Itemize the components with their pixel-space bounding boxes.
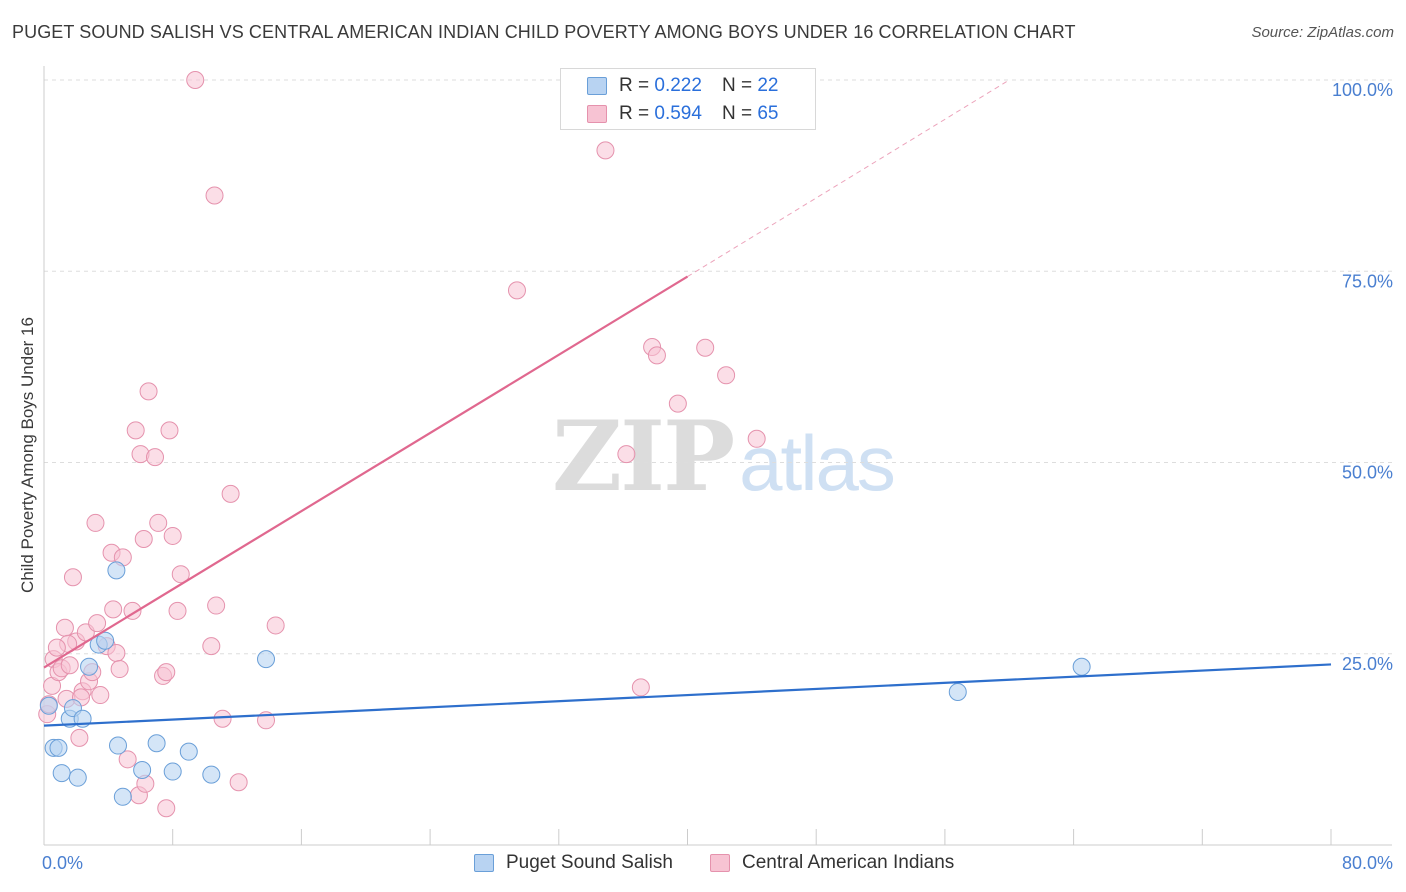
data-point-central bbox=[110, 660, 129, 679]
y-tick-label: 25.0% bbox=[1342, 654, 1393, 674]
data-point-puget bbox=[257, 650, 276, 669]
n-value-puget: 22 bbox=[757, 75, 779, 96]
legend-swatch-central bbox=[587, 105, 607, 123]
stats-legend: R = 0.222 N = 22 R = 0.594 N = 65 bbox=[560, 68, 816, 130]
data-point-central bbox=[91, 686, 110, 705]
trend-line-puget bbox=[43, 663, 1332, 727]
legend-swatch-puget-bottom bbox=[474, 854, 494, 872]
data-point-puget bbox=[109, 736, 128, 755]
data-point-central bbox=[186, 71, 205, 89]
data-point-central bbox=[126, 421, 145, 440]
legend-row-puget: R = 0.222 N = 22 bbox=[619, 75, 778, 97]
data-point-central bbox=[55, 618, 74, 637]
data-point-puget bbox=[133, 761, 152, 780]
data-point-central bbox=[205, 186, 224, 205]
data-point-central bbox=[747, 429, 766, 448]
n-label: N = bbox=[721, 103, 753, 124]
data-point-puget bbox=[52, 764, 71, 783]
data-point-central bbox=[104, 600, 123, 619]
r-label: R = bbox=[619, 103, 650, 124]
legend-label-puget: Puget Sound Salish bbox=[506, 852, 673, 873]
data-point-central bbox=[88, 614, 107, 633]
legend-swatch-central-bottom bbox=[710, 854, 730, 872]
r-value-puget: 0.222 bbox=[654, 75, 702, 96]
y-tick-label: 100.0% bbox=[1332, 80, 1393, 100]
data-point-puget bbox=[107, 561, 126, 580]
gridlines bbox=[44, 79, 1392, 655]
data-point-central bbox=[47, 638, 66, 657]
r-value-central: 0.594 bbox=[654, 103, 702, 124]
data-point-puget bbox=[1072, 657, 1091, 676]
data-point-central bbox=[229, 773, 248, 792]
data-point-central bbox=[596, 141, 615, 160]
data-point-central bbox=[146, 448, 165, 467]
n-label: N = bbox=[721, 75, 753, 96]
points-central-american-indians bbox=[38, 71, 766, 818]
y-tick-label: 50.0% bbox=[1342, 463, 1393, 483]
legend-label-central: Central American Indians bbox=[742, 852, 955, 873]
data-point-central bbox=[507, 281, 526, 300]
n-value-central: 65 bbox=[757, 103, 779, 124]
data-point-puget bbox=[179, 742, 198, 761]
data-point-central bbox=[163, 526, 182, 545]
y-tick-labels: 25.0% 50.0% 75.0% 100.0% bbox=[1332, 80, 1393, 674]
data-point-puget bbox=[163, 762, 182, 781]
x-tick-label: 80.0% bbox=[1342, 853, 1393, 873]
data-point-puget bbox=[49, 738, 68, 757]
data-point-central bbox=[139, 382, 158, 401]
data-point-central bbox=[221, 484, 240, 503]
legend-row-central: R = 0.594 N = 65 bbox=[619, 103, 778, 125]
data-point-central bbox=[118, 750, 137, 769]
chart-title: PUGET SOUND SALISH VS CENTRAL AMERICAN I… bbox=[12, 22, 1076, 42]
y-tick-label: 75.0% bbox=[1342, 271, 1393, 291]
data-point-central bbox=[134, 530, 153, 548]
data-point-puget bbox=[147, 734, 166, 753]
data-point-central bbox=[207, 596, 226, 615]
points-puget-sound-salish bbox=[39, 561, 1091, 806]
data-point-central bbox=[60, 656, 79, 675]
data-point-puget bbox=[96, 631, 115, 650]
data-point-central bbox=[86, 513, 105, 532]
data-point-central bbox=[171, 565, 190, 584]
data-point-central bbox=[668, 394, 687, 413]
watermark-zip: ZIP bbox=[552, 400, 735, 513]
x-tick-label: 0.0% bbox=[42, 853, 83, 873]
data-point-central bbox=[696, 338, 715, 357]
data-point-puget bbox=[80, 657, 99, 676]
data-point-puget bbox=[948, 683, 967, 701]
data-point-central bbox=[717, 366, 736, 385]
data-point-central bbox=[63, 568, 82, 587]
source-label: Source: ZipAtlas.com bbox=[1251, 24, 1394, 41]
trend-line-central bbox=[43, 275, 689, 669]
data-point-puget bbox=[68, 768, 87, 787]
data-point-puget bbox=[113, 787, 132, 806]
data-point-central bbox=[157, 663, 176, 682]
legend-swatch-puget bbox=[587, 77, 607, 95]
data-point-central bbox=[631, 678, 650, 697]
legend-item-central: Central American Indians bbox=[710, 852, 954, 874]
data-point-central bbox=[160, 421, 179, 440]
data-point-central bbox=[202, 637, 221, 656]
data-point-central bbox=[131, 445, 150, 464]
data-point-central bbox=[157, 799, 176, 818]
r-label: R = bbox=[619, 75, 650, 96]
data-point-central bbox=[149, 513, 168, 532]
data-point-central bbox=[168, 601, 187, 620]
data-point-puget bbox=[202, 765, 221, 784]
data-point-puget bbox=[39, 696, 58, 715]
data-point-central bbox=[266, 616, 285, 635]
data-point-central bbox=[213, 709, 232, 728]
axes bbox=[43, 66, 1392, 846]
x-tick-labels: 0.0% 80.0% bbox=[42, 853, 1393, 873]
data-point-central bbox=[617, 445, 636, 464]
legend-item-puget: Puget Sound Salish bbox=[474, 852, 673, 874]
trend-lines bbox=[43, 79, 1332, 727]
data-point-central bbox=[647, 346, 666, 365]
data-point-central bbox=[70, 728, 89, 747]
